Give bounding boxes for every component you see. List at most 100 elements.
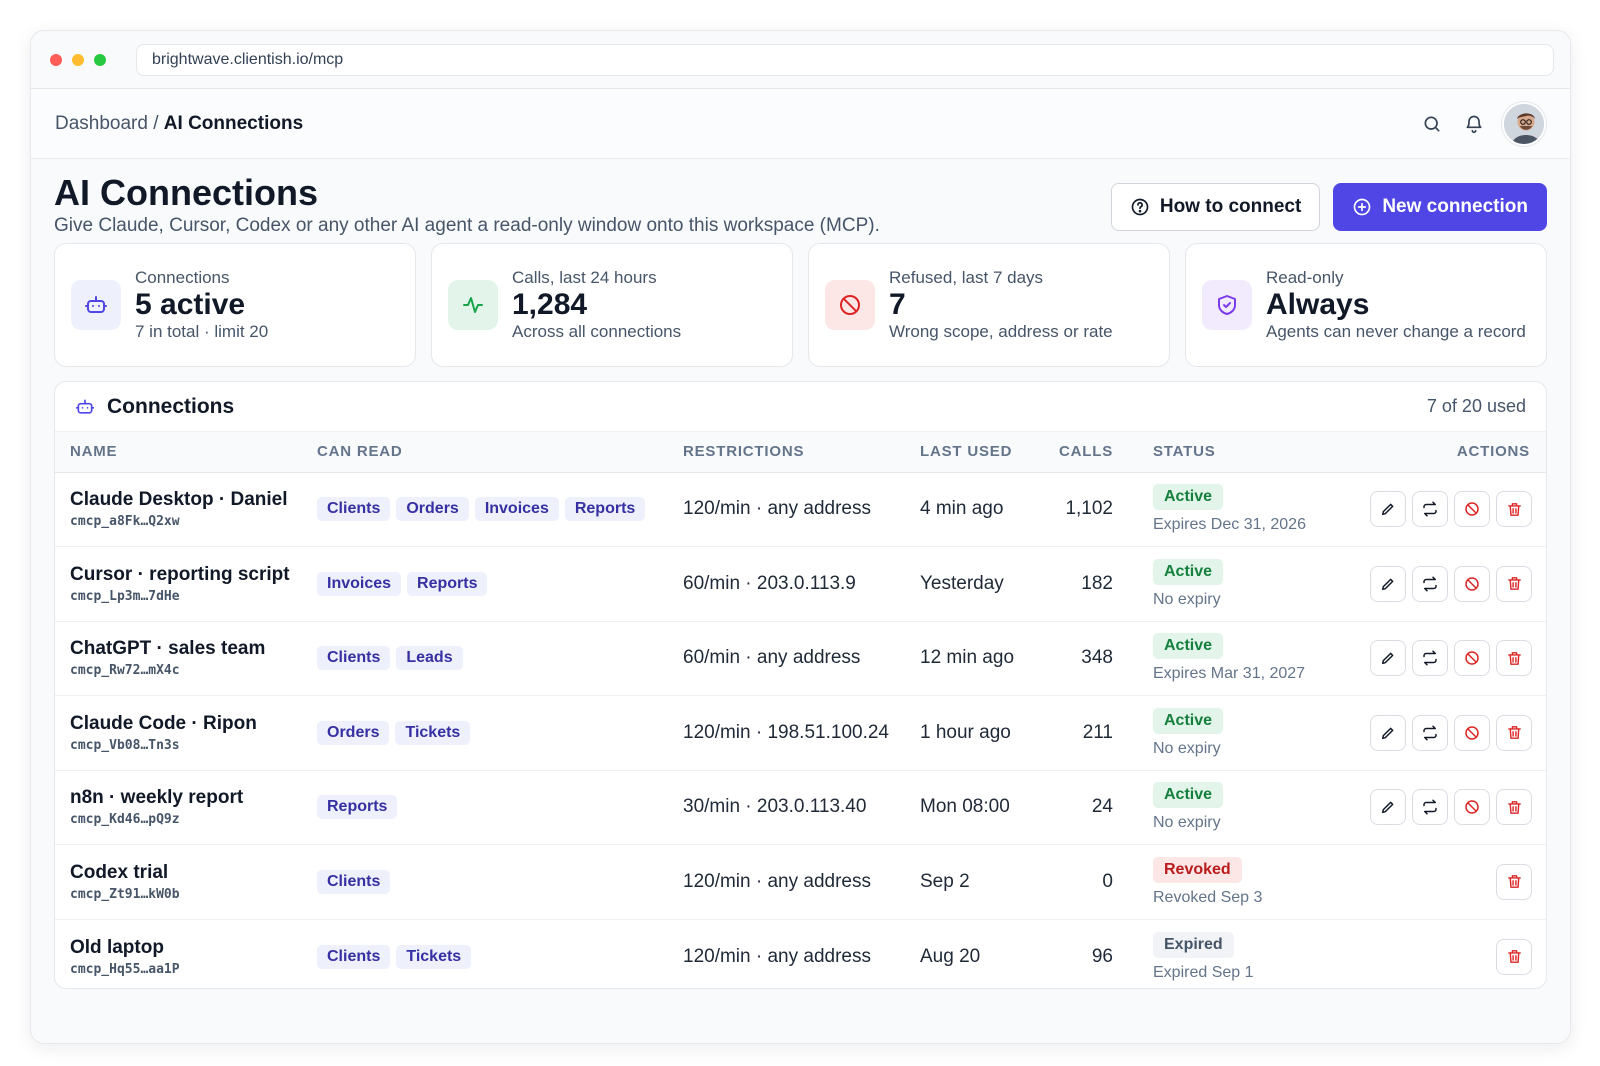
revoke-button[interactable] <box>1454 714 1490 751</box>
scope-chip: Invoices <box>317 571 402 596</box>
stat-note: Across all connections <box>512 322 682 341</box>
scopes-cell: Invoices Reports <box>307 546 673 622</box>
address-bar[interactable]: brightwave.clientish.io/mcp <box>136 43 1554 76</box>
col-status[interactable]: STATUS <box>1123 432 1323 473</box>
revoke-icon <box>1463 500 1481 518</box>
col-last-used[interactable]: LAST USED <box>910 432 1040 473</box>
table-row[interactable]: Codex trial cmcp_Zt91…kW0b Clients 120/m… <box>55 844 1546 920</box>
status-badge: Active <box>1153 782 1224 809</box>
page-header: AI Connections Give Claude, Cursor, Code… <box>54 173 1547 239</box>
expiry-text: No expiry <box>1153 814 1221 832</box>
stat-value: 5 active <box>135 288 246 321</box>
row-actions <box>1333 565 1532 602</box>
stat-card: Read-only Always Agents can never change… <box>1185 243 1547 367</box>
status-badge: Active <box>1153 633 1224 660</box>
rotate-key-button[interactable] <box>1412 789 1448 826</box>
delete-button[interactable] <box>1496 863 1532 900</box>
connection-key: cmcp_Hq55…aa1P <box>70 961 180 977</box>
revoke-button[interactable] <box>1454 640 1490 677</box>
connection-name[interactable]: ChatGPT · sales team <box>70 638 266 660</box>
user-avatar-icon <box>1504 103 1544 144</box>
scope-chip: Clients <box>317 646 391 671</box>
row-actions <box>1333 714 1532 751</box>
delete-icon <box>1506 948 1523 965</box>
revoke-button[interactable] <box>1454 789 1490 826</box>
edit-button[interactable] <box>1370 714 1406 751</box>
table-row[interactable]: Claude Code · Ripon cmcp_Vb08…Tn3s Order… <box>55 695 1546 771</box>
calls-cell: 96 <box>1091 945 1113 967</box>
delete-icon <box>1506 650 1523 667</box>
table-row[interactable]: Cursor · reporting script cmcp_Lp3m…7dHe… <box>55 546 1546 622</box>
last-used-cell: Aug 20 <box>920 945 981 967</box>
table-row[interactable]: ChatGPT · sales team cmcp_Rw72…mX4c Clie… <box>55 621 1546 696</box>
rotate-key-icon <box>1421 798 1439 816</box>
revoke-button[interactable] <box>1454 491 1490 528</box>
delete-icon <box>1506 501 1523 518</box>
rotate-key-button[interactable] <box>1412 491 1448 528</box>
delete-button[interactable] <box>1496 491 1532 528</box>
table-row[interactable]: n8n · weekly report cmcp_Kd46…pQ9z Repor… <box>55 770 1546 845</box>
edit-button[interactable] <box>1370 491 1406 528</box>
restrictions-cell: 30/min · 203.0.113.40 <box>673 770 910 845</box>
scopes-cell: Clients <box>307 844 673 920</box>
edit-button[interactable] <box>1370 640 1406 677</box>
edit-button[interactable] <box>1370 789 1406 826</box>
edit-icon <box>1380 501 1396 517</box>
delete-button[interactable] <box>1496 640 1532 677</box>
rotate-key-button[interactable] <box>1412 714 1448 751</box>
page-title: AI Connections <box>54 172 319 213</box>
new-connection-button[interactable]: New connection <box>1333 183 1547 231</box>
delete-icon <box>1506 724 1523 741</box>
avatar[interactable] <box>1502 101 1546 146</box>
scope-chip: Clients <box>317 497 391 522</box>
delete-button[interactable] <box>1496 938 1532 975</box>
search-icon <box>1424 116 1440 131</box>
edit-button[interactable] <box>1370 565 1406 602</box>
calls-cell: 348 <box>1040 621 1123 696</box>
delete-button[interactable] <box>1496 714 1532 751</box>
edit-icon <box>1380 799 1396 815</box>
panel-title: Connections <box>107 394 235 418</box>
table-row[interactable]: Old laptop cmcp_Hq55…aa1P Clients Tickets… <box>55 919 1546 988</box>
rotate-key-button[interactable] <box>1412 565 1448 602</box>
row-actions <box>1333 491 1532 528</box>
close-window-icon[interactable] <box>50 53 62 66</box>
how-to-connect-button[interactable]: How to connect <box>1110 183 1321 231</box>
last-used-cell: 1 hour ago <box>910 695 1040 771</box>
minimize-window-icon[interactable] <box>72 53 84 66</box>
last-used-cell: 12 min ago <box>910 621 1040 696</box>
search-button[interactable] <box>1414 106 1450 142</box>
scope-chip: Reports <box>317 795 398 820</box>
connections-table: NAME CAN READ RESTRICTIONS LAST USED CAL… <box>55 432 1546 988</box>
breadcrumb-current: AI Connections <box>163 112 304 134</box>
rotate-key-button[interactable] <box>1412 640 1448 677</box>
col-calls[interactable]: CALLS <box>1040 432 1123 473</box>
revoke-button[interactable] <box>1454 565 1490 602</box>
connection-name[interactable]: n8n · weekly report <box>70 787 244 809</box>
delete-icon <box>1506 799 1523 816</box>
maximize-window-icon[interactable] <box>94 53 106 66</box>
delete-button[interactable] <box>1496 789 1532 826</box>
rotate-key-icon <box>1421 649 1439 667</box>
calls-cell: 0 <box>1040 844 1123 920</box>
delete-icon <box>1506 575 1523 592</box>
connection-name[interactable]: Old laptop <box>70 936 164 958</box>
breadcrumb-dashboard[interactable]: Dashboard <box>55 112 148 134</box>
new-connection-label: New connection <box>1382 196 1528 217</box>
stat-value: Always <box>1266 288 1370 321</box>
expiry-text: Expires Dec 31, 2026 <box>1153 516 1306 534</box>
plus-circle-icon <box>1353 198 1371 216</box>
edit-icon <box>1380 650 1396 666</box>
connection-name[interactable]: Codex trial <box>70 861 169 883</box>
stat-label: Refused, last 7 days <box>889 268 1044 287</box>
notifications-button[interactable] <box>1456 106 1492 142</box>
delete-button[interactable] <box>1496 565 1532 602</box>
connection-name[interactable]: Claude Code · Ripon <box>70 712 257 734</box>
connection-name[interactable]: Claude Desktop · Daniel <box>70 489 288 511</box>
col-name[interactable]: NAME <box>55 432 307 473</box>
stat-card: Connections 5 active 7 in total · limit … <box>54 243 416 367</box>
restrictions-cell: 120/min · 198.51.100.24 <box>673 695 910 771</box>
table-row[interactable]: Claude Desktop · Daniel cmcp_a8Fk…Q2xw C… <box>55 472 1546 547</box>
connection-name[interactable]: Cursor · reporting script <box>70 563 290 585</box>
scopes-cell: Orders Tickets <box>307 695 673 771</box>
